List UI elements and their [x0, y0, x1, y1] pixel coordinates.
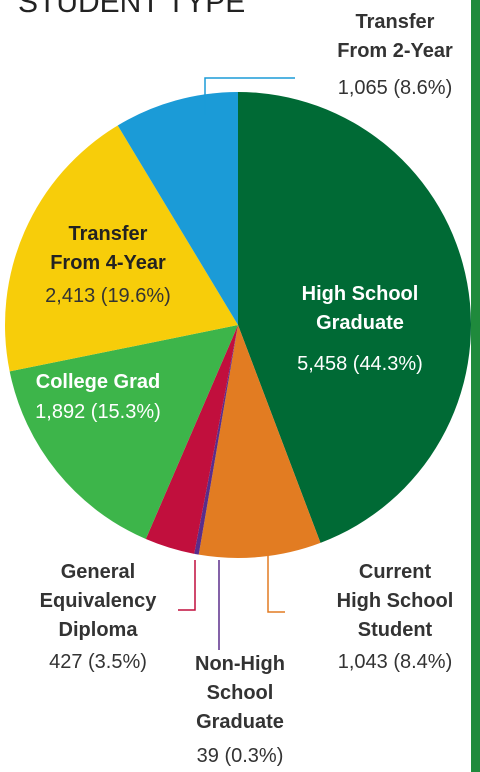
slice-label: Graduate [316, 312, 404, 334]
slice-label: College Grad [36, 371, 160, 393]
slice-label: Equivalency [40, 590, 158, 612]
leader-lines [178, 77, 295, 650]
slice-label: Diploma [59, 619, 139, 641]
pie-slice [5, 125, 239, 372]
pie-slice [238, 92, 471, 543]
pie-slice [198, 325, 321, 558]
value-label: 39 (0.3%) [197, 745, 284, 767]
slice-label: High School [337, 590, 454, 612]
slice-label: School [207, 682, 274, 704]
slice-label: Student [358, 619, 433, 641]
pie [5, 92, 471, 558]
value-label: 5,458 (44.3%) [297, 353, 423, 375]
slice-label: Graduate [196, 711, 284, 733]
slice-label: High School [302, 283, 419, 305]
slice-label: Transfer [356, 11, 435, 33]
chart-title: STUDENT TYPE [18, 0, 245, 19]
slice-label: Transfer [69, 223, 148, 245]
pie-slice [9, 325, 239, 539]
slice-label: Current [359, 561, 432, 583]
pie-slice [117, 92, 238, 325]
value-label: 1,065 (8.6%) [338, 77, 453, 99]
pie-slice [145, 325, 238, 554]
slice-label: Non-High [195, 653, 285, 675]
slice-label: From 4-Year [50, 252, 166, 274]
value-label: 2,413 (19.6%) [45, 285, 171, 307]
value-label: 1,892 (15.3%) [35, 401, 161, 423]
slice-label: From 2-Year [337, 40, 453, 62]
value-label: 427 (3.5%) [49, 651, 147, 673]
pie-slice [194, 325, 238, 555]
value-label: 1,043 (8.4%) [338, 651, 453, 673]
slice-label: General [61, 561, 135, 583]
side-border [471, 0, 480, 772]
